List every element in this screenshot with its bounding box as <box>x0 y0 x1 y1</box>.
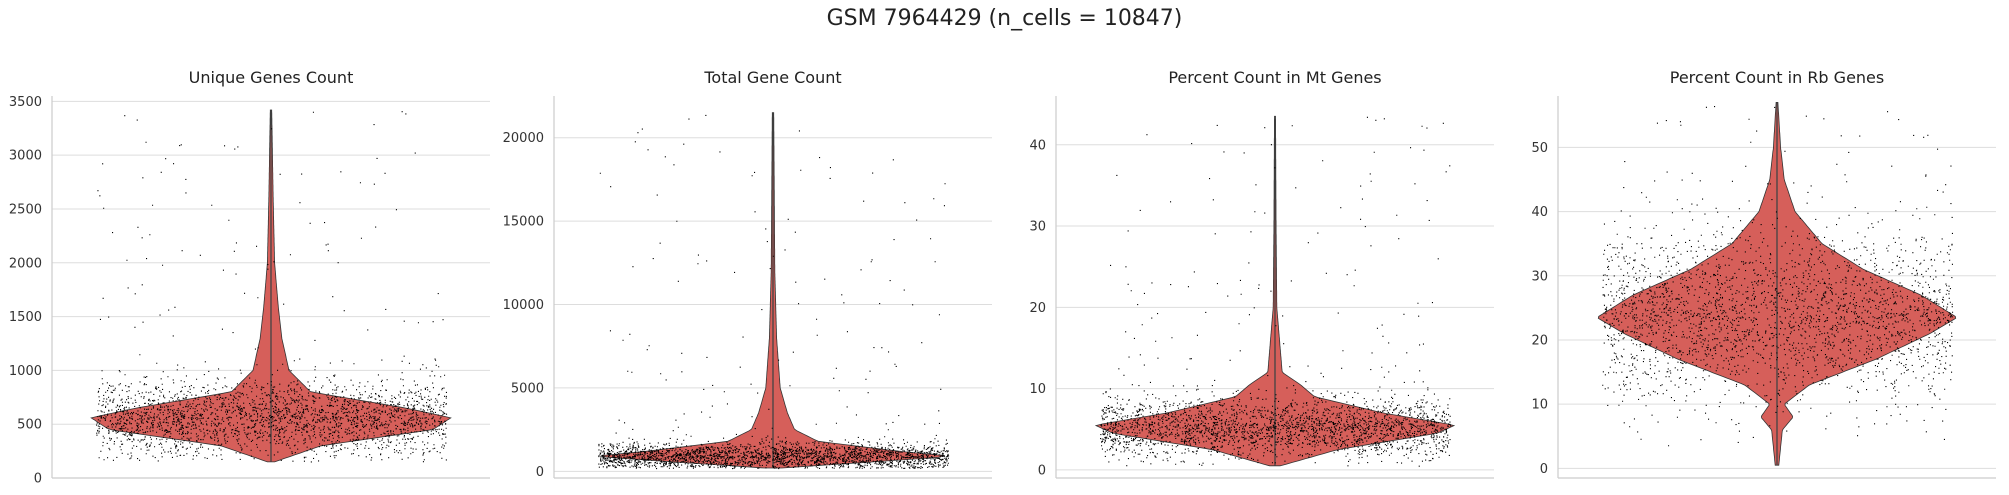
y-tick-label: 0 <box>1540 462 1548 477</box>
y-tick-label: 3500 <box>9 95 42 110</box>
y-tick-label: 3000 <box>9 149 42 164</box>
y-tick-label: 20 <box>1029 301 1046 316</box>
y-tick-label: 10000 <box>503 298 544 313</box>
y-tick-label: 40 <box>1531 205 1548 220</box>
y-tick-label: 1500 <box>9 310 42 325</box>
y-tick-label: 30 <box>1029 220 1046 235</box>
panel-2: 0 5000 10000 15000 20000 Total Gene Count <box>503 68 992 480</box>
y-tick-label: 20000 <box>503 131 544 146</box>
panel-title: Unique Genes Count <box>189 68 354 87</box>
figure-title: GSM 7964429 (n_cells = 10847) <box>826 6 1183 31</box>
y-tick-label: 500 <box>17 418 42 433</box>
y-tick-label: 30 <box>1531 269 1548 284</box>
panel-1: 0 500 1000 1500 2000 2500 3000 3500 Unique Genes… <box>9 68 490 487</box>
y-tick-label: 15000 <box>503 215 544 230</box>
panel-title: Percent Count in Mt Genes <box>1168 68 1381 87</box>
y-tick-label: 50 <box>1531 141 1548 156</box>
y-tick-label: 1000 <box>9 364 42 379</box>
y-tick-label: 10 <box>1531 398 1548 413</box>
y-tick-label: 2000 <box>9 256 42 271</box>
panel-title: Percent Count in Rb Genes <box>1670 68 1884 87</box>
y-tick-label: 0 <box>1038 463 1046 478</box>
y-tick-label: 20 <box>1531 333 1548 348</box>
panel-4: 0 10 20 30 40 50 Percent Count in Rb Genes <box>1531 68 1996 479</box>
y-tick-label: 5000 <box>511 381 544 396</box>
y-tick-label: 10 <box>1029 382 1046 397</box>
y-tick-label: 40 <box>1029 138 1046 153</box>
panel-3: 0 10 20 30 40 Percent Count in Mt Genes <box>1029 68 1494 479</box>
panel-title: Total Gene Count <box>703 68 841 87</box>
y-tick-label: 0 <box>34 472 42 487</box>
y-tick-label: 2500 <box>9 202 42 217</box>
y-tick-label: 0 <box>536 465 544 480</box>
